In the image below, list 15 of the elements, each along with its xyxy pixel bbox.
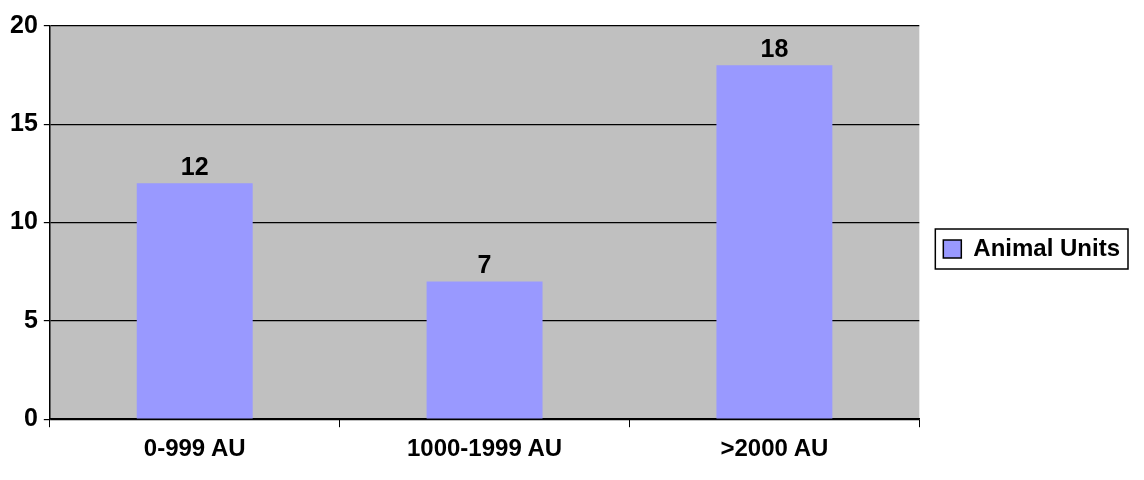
y-tick-label: 5: [23, 304, 38, 333]
data-label: 7: [477, 249, 492, 278]
y-tick-label: 10: [10, 206, 38, 235]
bar: [426, 281, 543, 419]
data-label: 18: [760, 33, 789, 62]
legend-label: Animal Units: [973, 233, 1120, 261]
bar: [716, 65, 833, 419]
x-tick-label: >2000 AU: [720, 434, 829, 462]
data-label: 12: [180, 151, 209, 180]
bar: [136, 183, 253, 419]
x-tick-label: 0-999 AU: [143, 434, 246, 462]
y-tick-label: 15: [10, 108, 38, 137]
y-tick-label: 0: [23, 403, 38, 432]
y-tick-label: 20: [10, 9, 38, 38]
x-tick-label: 1000-1999 AU: [406, 434, 563, 462]
